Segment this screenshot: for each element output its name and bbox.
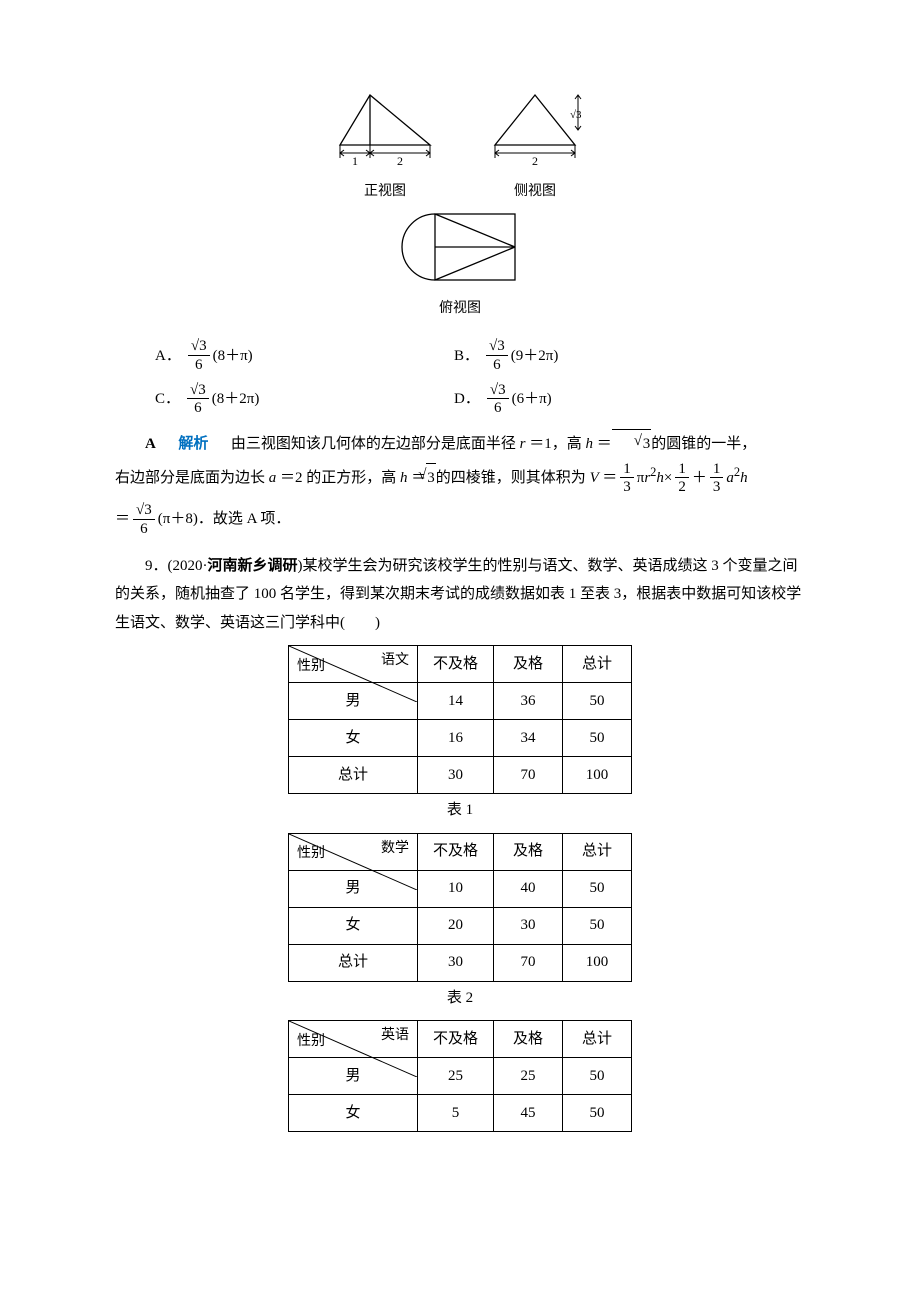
top-view-caption: 俯视图 xyxy=(115,296,805,323)
table-row: 总计 30 70 100 xyxy=(289,757,632,794)
option-d: D． √3 6 (6＋π) xyxy=(454,382,753,418)
table-2: 数学 性别 不及格 及格 总计 男 10 40 50 女 20 30 50 总计… xyxy=(288,833,632,982)
col-fail: 不及格 xyxy=(418,646,494,683)
front-dim-2: 2 xyxy=(397,154,403,168)
q9-prefix: 9．(2020· xyxy=(145,558,208,574)
top-view-svg xyxy=(395,209,525,287)
side-view: √3 2 侧视图 xyxy=(475,90,595,205)
option-c-tail: (8＋2π) xyxy=(212,385,260,414)
table-row: 女 20 30 50 xyxy=(289,907,632,944)
col-pass: 及格 xyxy=(494,646,563,683)
answer-paragraph-3: ＝√36(π＋8)．故选 A 项． xyxy=(115,502,805,538)
table-2-caption: 表 2 xyxy=(115,984,805,1013)
answer-letter: A xyxy=(145,436,156,452)
front-dim-1: 1 xyxy=(352,154,358,168)
q9-source: 河南新乡调研 xyxy=(208,558,298,574)
option-c-letter: C． xyxy=(155,385,180,414)
table-row: 英语 性别 不及格 及格 总计 xyxy=(289,1021,632,1058)
table-header-diag: 数学 性别 xyxy=(289,833,418,870)
option-d-letter: D． xyxy=(454,385,480,414)
three-view-diagram: 1 2 正视图 √3 xyxy=(115,90,805,322)
side-dim: 2 xyxy=(532,154,538,168)
option-d-frac: √3 6 xyxy=(487,382,509,418)
answer-t1: 由三视图知该几何体的左边部分是底面半径 xyxy=(231,436,516,452)
table-3: 英语 性别 不及格 及格 总计 男 25 25 50 女 5 45 50 xyxy=(288,1020,632,1132)
front-view-svg: 1 2 xyxy=(325,90,445,170)
top-view: 俯视图 xyxy=(115,209,805,322)
table-row: 女 5 45 50 xyxy=(289,1095,632,1132)
answer-paragraph: A 解析 由三视图知该几何体的左边部分是底面半径 r ＝1，高 h ＝3√的圆锥… xyxy=(115,429,805,459)
option-d-tail: (6＋π) xyxy=(512,385,552,414)
option-b: B． √3 6 (9＋2π) xyxy=(454,338,753,374)
col-total: 总计 xyxy=(563,646,632,683)
option-c: C． √3 6 (8＋2π) xyxy=(155,382,454,418)
side-height: √3 xyxy=(570,109,582,121)
table-1-caption: 表 1 xyxy=(115,796,805,825)
table-row: 总计 30 70 100 xyxy=(289,944,632,981)
side-view-caption: 侧视图 xyxy=(475,179,595,206)
front-view-caption: 正视图 xyxy=(325,179,445,206)
views-row-1: 1 2 正视图 √3 xyxy=(115,90,805,205)
answer-label: 解析 xyxy=(178,436,208,452)
answer-options: A． √3 6 (8＋π) B． √3 6 (9＋2π) C． √3 6 (8＋… xyxy=(155,334,805,421)
table-row: 数学 性别 不及格 及格 总计 xyxy=(289,833,632,870)
option-b-tail: (9＋2π) xyxy=(511,342,559,371)
question-9: 9．(2020·河南新乡调研)某校学生会为研究该校学生的性别与语文、数学、英语成… xyxy=(115,552,805,638)
option-a-letter: A． xyxy=(155,342,181,371)
front-view: 1 2 正视图 xyxy=(325,90,445,205)
option-c-frac: √3 6 xyxy=(187,382,209,418)
option-a-tail: (8＋π) xyxy=(213,342,253,371)
table-1: 语文 性别 不及格 及格 总计 男 14 36 50 女 16 34 50 总计… xyxy=(288,645,632,794)
table-row: 女 16 34 50 xyxy=(289,720,632,757)
table-row: 语文 性别 不及格 及格 总计 xyxy=(289,646,632,683)
option-a-frac: √3 6 xyxy=(188,338,210,374)
table-header-diag: 英语 性别 xyxy=(289,1021,418,1058)
table-header-diag: 语文 性别 xyxy=(289,646,418,683)
side-view-svg: √3 2 xyxy=(475,90,595,170)
option-b-letter: B． xyxy=(454,342,479,371)
answer-paragraph-2: 右边部分是底面为边长 a ＝2 的正方形，高 h ＝3√的四棱锥，则其体积为 V… xyxy=(115,461,805,497)
option-a: A． √3 6 (8＋π) xyxy=(155,338,454,374)
page: 1 2 正视图 √3 xyxy=(0,0,920,1302)
option-b-frac: √3 6 xyxy=(486,338,508,374)
